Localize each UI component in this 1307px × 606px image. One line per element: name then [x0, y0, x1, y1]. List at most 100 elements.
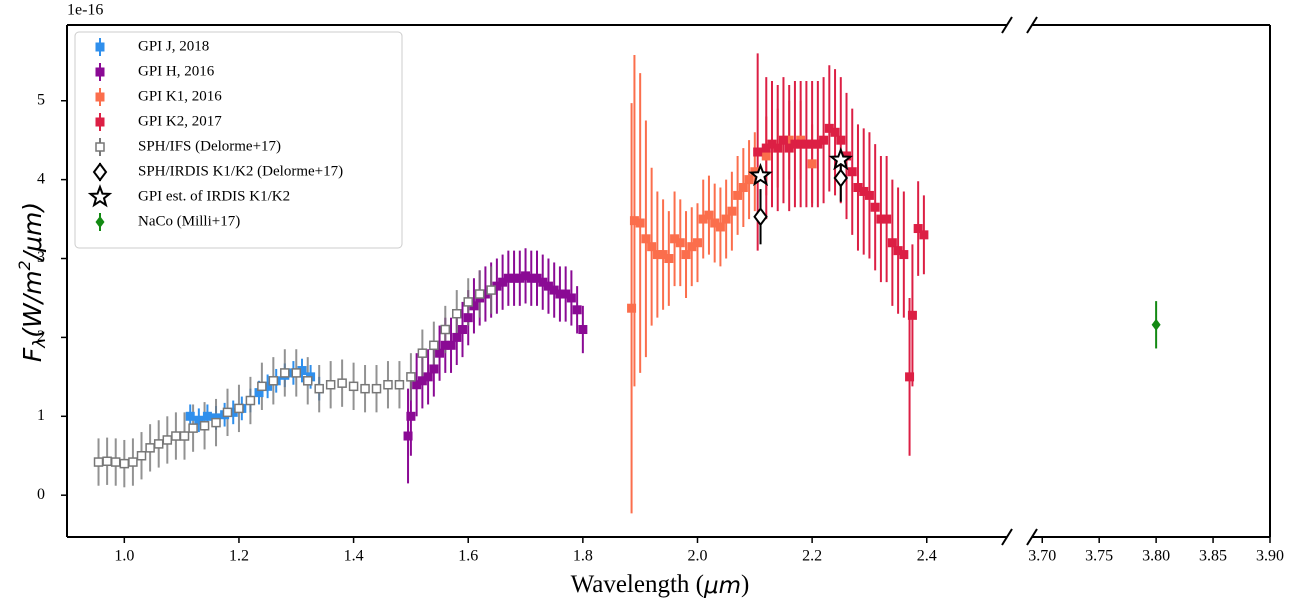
marker [698, 214, 708, 224]
marker [919, 230, 929, 240]
marker [179, 431, 190, 441]
marker [102, 456, 112, 467]
legend-marker [92, 162, 108, 182]
marker [93, 457, 104, 467]
marker [348, 381, 359, 392]
marker [515, 273, 525, 283]
marker [412, 380, 422, 390]
marker [753, 147, 763, 157]
marker [733, 190, 743, 200]
marker [790, 139, 800, 149]
x-tick-label: 3.70 [1028, 548, 1056, 565]
marker [738, 183, 748, 193]
x-tick-label: 3.90 [1256, 548, 1284, 565]
marker [627, 303, 637, 313]
marker [440, 324, 451, 335]
legend-label: GPI est. of IRDIS K1/K2 [138, 188, 290, 204]
legend-marker [87, 184, 113, 208]
x-tick-label: 1.6 [458, 548, 478, 565]
y-tick-label: 2 [37, 328, 45, 345]
marker [474, 289, 485, 299]
marker [784, 143, 794, 153]
y-tick-label: 5 [37, 91, 45, 108]
marker [753, 207, 768, 227]
marker [234, 403, 244, 414]
marker [446, 340, 456, 350]
marker [859, 186, 869, 196]
x-label-part: ) [741, 571, 749, 598]
marker [836, 135, 846, 145]
x-label-part: μm [703, 573, 741, 599]
marker [228, 407, 238, 417]
marker [417, 348, 428, 358]
marker [110, 457, 121, 467]
x-tick-label: 1.2 [229, 548, 249, 565]
marker [807, 159, 817, 169]
marker [185, 411, 195, 421]
marker [503, 273, 513, 283]
marker [807, 139, 817, 149]
x-tick-label: 1.8 [573, 548, 593, 565]
marker [188, 423, 198, 433]
marker [245, 395, 256, 406]
plot-area: 0 1 2 3 4 5 1.0 1.2 1.4 1.6 1.8 2.0 2.2 2.4 3.70 3.75 3.… [37, 53, 1284, 565]
axis-break [1001, 528, 1013, 546]
marker [796, 139, 806, 149]
marker [748, 162, 773, 187]
marker [647, 242, 657, 252]
legend-label: GPI K1, 2016 [138, 88, 222, 104]
x-axis-label: Wavelength (μm) [571, 571, 750, 599]
marker [687, 242, 697, 252]
x-tick-label: 2.0 [687, 548, 707, 565]
x-label-part: Wavelength ( [571, 571, 704, 598]
marker [773, 143, 783, 153]
y-label-part: F [18, 347, 47, 362]
y-label-part: (W/m [18, 270, 47, 337]
marker [403, 431, 413, 441]
marker [199, 421, 210, 431]
marker [429, 364, 439, 374]
marker [801, 139, 811, 149]
marker [222, 407, 233, 418]
marker [905, 372, 915, 382]
marker [652, 250, 662, 260]
marker [864, 190, 874, 200]
marker [899, 250, 909, 260]
marker [371, 383, 382, 394]
legend-marker [95, 142, 105, 152]
marker [876, 214, 886, 224]
axis-break [1001, 16, 1013, 34]
marker [784, 135, 794, 145]
legend-label: SPH/IRDIS K1/K2 (Delorme+17) [138, 163, 343, 179]
x-tick-label: 3.85 [1199, 548, 1227, 565]
marker [824, 123, 834, 133]
offset-text: 1e-16 [67, 2, 103, 19]
y-tick-label: 4 [37, 170, 45, 187]
y-tick-label: 0 [37, 486, 45, 503]
marker [526, 273, 536, 283]
marker [715, 222, 725, 232]
marker [452, 332, 462, 342]
x-tick-label: 2.4 [917, 548, 937, 565]
marker [254, 388, 264, 398]
marker [870, 202, 880, 212]
marker [658, 250, 668, 260]
marker [681, 250, 691, 260]
marker [406, 372, 416, 382]
marker [429, 340, 439, 351]
y-label-part: λ [30, 338, 50, 349]
marker [325, 379, 336, 390]
marker [263, 381, 273, 391]
legend-marker [95, 67, 105, 77]
marker [291, 368, 302, 378]
marker [561, 289, 571, 299]
legend-marker [95, 42, 105, 52]
x-tick-label: 1.4 [344, 548, 364, 565]
marker [211, 417, 221, 428]
marker [383, 379, 393, 390]
marker [675, 238, 685, 248]
marker [145, 443, 155, 453]
legend-marker [95, 117, 105, 127]
marker [469, 301, 479, 311]
